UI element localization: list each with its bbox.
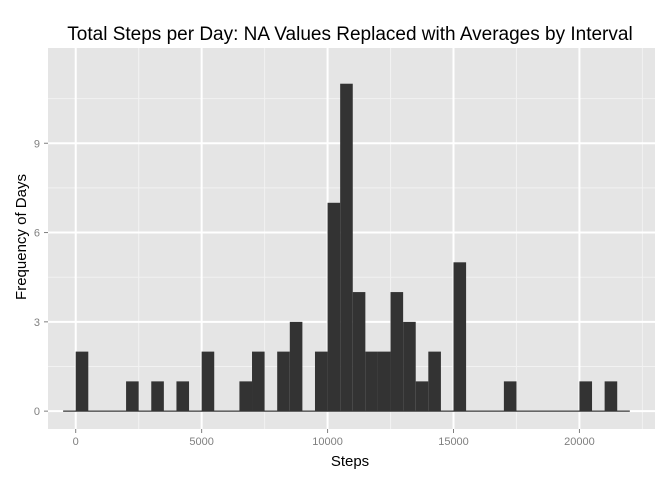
x-tick-label: 10000 <box>312 436 343 448</box>
y-tick-label: 9 <box>34 138 40 150</box>
histogram-bar <box>340 83 353 412</box>
x-axis-title: Steps <box>331 453 369 470</box>
histogram-bar <box>151 381 164 412</box>
histogram-bar <box>503 381 517 412</box>
histogram-bar <box>176 381 190 412</box>
x-tick-label: 15000 <box>438 436 469 448</box>
histogram-bar <box>201 351 215 412</box>
histogram-bar <box>252 351 265 412</box>
histogram-bar <box>327 202 341 412</box>
histogram-bar <box>377 351 391 412</box>
chart-title: Total Steps per Day: NA Values Replaced … <box>67 24 632 45</box>
histogram-bars <box>63 83 630 412</box>
y-tick-label: 6 <box>34 228 40 240</box>
histogram-bar <box>428 351 441 412</box>
histogram-bar <box>239 381 253 412</box>
x-tick-label: 20000 <box>564 436 595 448</box>
x-tick-label: 0 <box>73 436 79 448</box>
histogram-bar <box>403 321 416 412</box>
y-tick-label: 0 <box>34 406 40 418</box>
histogram-bar <box>314 351 328 412</box>
histogram-bar <box>453 262 467 412</box>
x-tick-label: 5000 <box>189 436 213 448</box>
y-tick-label: 3 <box>34 317 40 329</box>
histogram-bar <box>579 381 593 412</box>
histogram-bar <box>289 321 303 412</box>
histogram-bar <box>604 381 618 412</box>
histogram-bar <box>75 351 89 412</box>
histogram-bar <box>126 381 139 412</box>
histogram-bar <box>277 351 290 412</box>
histogram-bar <box>415 381 429 412</box>
histogram-bar <box>365 351 378 412</box>
y-axis-title: Frequency of Days <box>13 174 30 300</box>
histogram-bar <box>352 292 366 412</box>
histogram-bar <box>390 292 404 412</box>
axis-ticks: 0 5000 10000 15000 20000 0 3 6 9 <box>34 138 595 448</box>
